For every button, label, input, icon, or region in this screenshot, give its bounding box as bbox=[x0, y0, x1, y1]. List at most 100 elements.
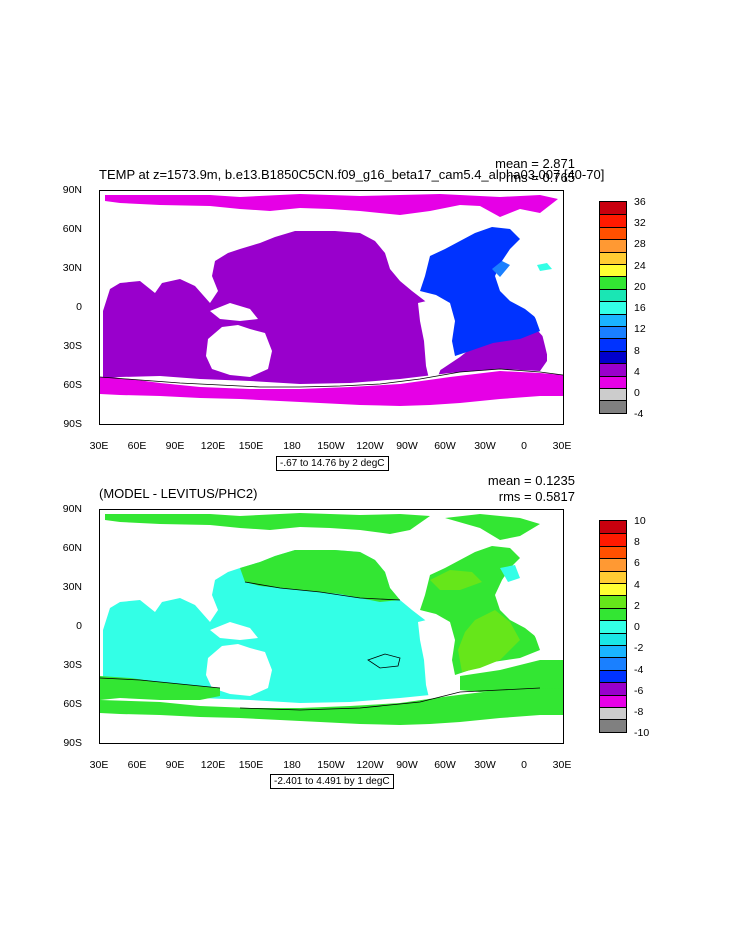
p1-arctic-ocean bbox=[105, 194, 558, 217]
p2-arctic-east bbox=[445, 514, 540, 540]
p1-legend-label: 20 bbox=[634, 281, 646, 293]
p1-lon-180: 180 bbox=[283, 440, 301, 452]
p2-legend-label: -6 bbox=[634, 685, 644, 697]
p1-contour-info: -.67 to 14.76 by 2 degC bbox=[276, 456, 389, 471]
p1-cb-cell bbox=[600, 276, 626, 289]
p1-cb-cell bbox=[600, 226, 626, 240]
p2-lon-90w: 90W bbox=[396, 759, 418, 771]
panel2-rms: rms = 0.5817 bbox=[498, 489, 575, 504]
p1-cb-cell bbox=[600, 313, 626, 326]
p1-lon-30e: 30E bbox=[89, 440, 109, 452]
panel1-rms: rms = 0.765 bbox=[505, 170, 575, 185]
p2-lat-90n: 90N bbox=[62, 503, 82, 515]
p2-cb-cell bbox=[600, 558, 626, 571]
p2-cb-cell bbox=[600, 595, 626, 608]
p2-lon-150e: 150E bbox=[238, 759, 264, 771]
p1-land-south-america bbox=[418, 299, 456, 383]
p1-legend-label: 24 bbox=[634, 260, 646, 272]
p1-lat-90s: 90S bbox=[63, 418, 82, 430]
p1-cb-cell bbox=[600, 301, 626, 314]
p1-cb-cell bbox=[600, 350, 626, 364]
p2-cb-cell bbox=[600, 583, 626, 596]
p2-cb-cell bbox=[600, 707, 626, 720]
panel2-mean: mean = 0.1235 bbox=[487, 473, 575, 488]
p1-legend-label: 16 bbox=[634, 302, 646, 314]
p1-legend-label: 32 bbox=[634, 217, 646, 229]
p1-lat-90n: 90N bbox=[62, 184, 82, 196]
p2-cb-cell bbox=[600, 545, 626, 559]
p2-lat-30n: 30N bbox=[62, 581, 82, 593]
p1-lat-0: 0 bbox=[76, 301, 82, 313]
p2-cb-cell bbox=[600, 521, 626, 534]
panel1-mean: mean = 2.871 bbox=[495, 156, 575, 171]
p2-cb-cell bbox=[600, 657, 626, 670]
p1-lon-120w: 120W bbox=[356, 440, 384, 452]
p2-land-south-america bbox=[418, 618, 456, 702]
p2-lon-90e: 90E bbox=[165, 759, 185, 771]
p2-lon-30e-east: 30E bbox=[552, 759, 572, 771]
p2-cb-cell bbox=[600, 694, 626, 707]
p2-southern-ocean-atlantic bbox=[460, 660, 563, 692]
p2-cb-cell bbox=[600, 645, 626, 658]
p1-legend-label: 4 bbox=[634, 366, 640, 378]
p2-lon-120e: 120E bbox=[200, 759, 226, 771]
p2-legend-label: 6 bbox=[634, 557, 640, 569]
p2-cyan-patch bbox=[500, 565, 520, 582]
p1-lon-90w: 90W bbox=[396, 440, 418, 452]
p2-legend-label: 2 bbox=[634, 600, 640, 612]
p2-lon-30w: 30W bbox=[474, 759, 496, 771]
p1-lat-60s: 60S bbox=[63, 379, 82, 391]
p1-lat-30n: 30N bbox=[62, 262, 82, 274]
p1-atlantic-edge bbox=[492, 261, 510, 277]
p2-legend-label: -10 bbox=[634, 727, 650, 739]
p1-cb-cell bbox=[600, 288, 626, 302]
panel1-map bbox=[99, 190, 564, 425]
panel2-map-svg bbox=[100, 513, 563, 725]
p2-legend-label: -4 bbox=[634, 664, 644, 676]
p2-land-maritime bbox=[210, 622, 258, 640]
p2-legend-label: -2 bbox=[634, 642, 644, 654]
p1-cb-cell bbox=[600, 251, 626, 264]
p2-cb-cell bbox=[600, 620, 626, 633]
panel1-map-svg bbox=[100, 194, 563, 406]
p2-contour-info: -2.401 to 4.491 by 1 degC bbox=[270, 774, 394, 789]
p2-lat-60n: 60N bbox=[62, 542, 82, 554]
p1-lat-30s: 30S bbox=[63, 340, 82, 352]
p1-atlantic-ocean bbox=[420, 227, 540, 356]
p2-contour-line-pacific bbox=[244, 581, 401, 601]
p1-colorbar bbox=[599, 201, 627, 414]
p2-lon-30e: 30E bbox=[89, 759, 109, 771]
p2-north-atlantic-lightgreen bbox=[430, 570, 482, 590]
p1-land-maritime bbox=[210, 303, 258, 321]
p1-cb-cell bbox=[600, 214, 626, 227]
p2-cb-cell bbox=[600, 533, 626, 546]
p2-cb-cell bbox=[600, 632, 626, 645]
p2-lon-60w: 60W bbox=[434, 759, 456, 771]
p1-southern-ocean bbox=[100, 371, 563, 406]
p2-legend-label: 0 bbox=[634, 621, 640, 633]
p1-cb-cell bbox=[600, 363, 626, 376]
p1-land-australia bbox=[206, 325, 272, 377]
panel1-title: TEMP at z=1573.9m, b.e13.B1850C5CN.f09_g… bbox=[99, 167, 605, 182]
p1-lat-60n: 60N bbox=[62, 223, 82, 235]
p2-cb-cell bbox=[600, 570, 626, 583]
p2-lat-90s: 90S bbox=[63, 737, 82, 749]
p1-cb-cell bbox=[600, 400, 626, 413]
panel2-title: (MODEL - LEVITUS/PHC2) bbox=[99, 486, 258, 501]
p1-lon-60w: 60W bbox=[434, 440, 456, 452]
p1-legend-label: -4 bbox=[634, 408, 644, 420]
p2-lat-0: 0 bbox=[76, 620, 82, 632]
p2-cb-cell bbox=[600, 719, 626, 732]
p2-lat-60s: 60S bbox=[63, 698, 82, 710]
p2-contour-loop bbox=[367, 653, 401, 669]
p2-cb-cell bbox=[600, 669, 626, 683]
p2-north-pacific bbox=[240, 550, 400, 602]
p2-contour-line bbox=[100, 677, 541, 711]
p1-legend-label: 28 bbox=[634, 238, 646, 250]
p2-atlantic-lightgreen bbox=[458, 610, 520, 672]
p1-legend-label: 36 bbox=[634, 196, 646, 208]
p1-legend-label: 8 bbox=[634, 345, 640, 357]
p2-cb-cell bbox=[600, 607, 626, 621]
p1-contour-line bbox=[100, 368, 563, 388]
p1-lon-150e: 150E bbox=[238, 440, 264, 452]
